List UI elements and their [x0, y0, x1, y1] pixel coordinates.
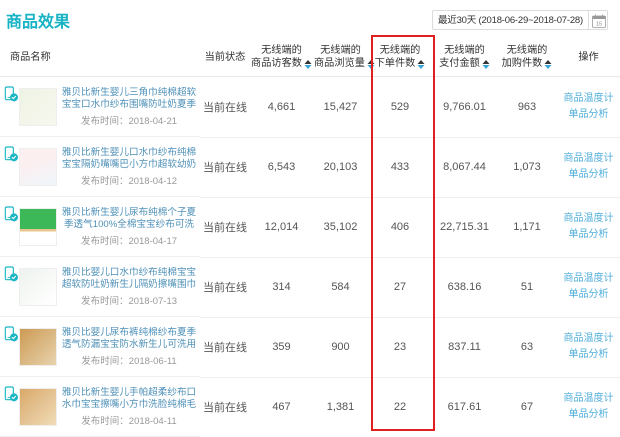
svg-text:15: 15 [596, 21, 602, 27]
